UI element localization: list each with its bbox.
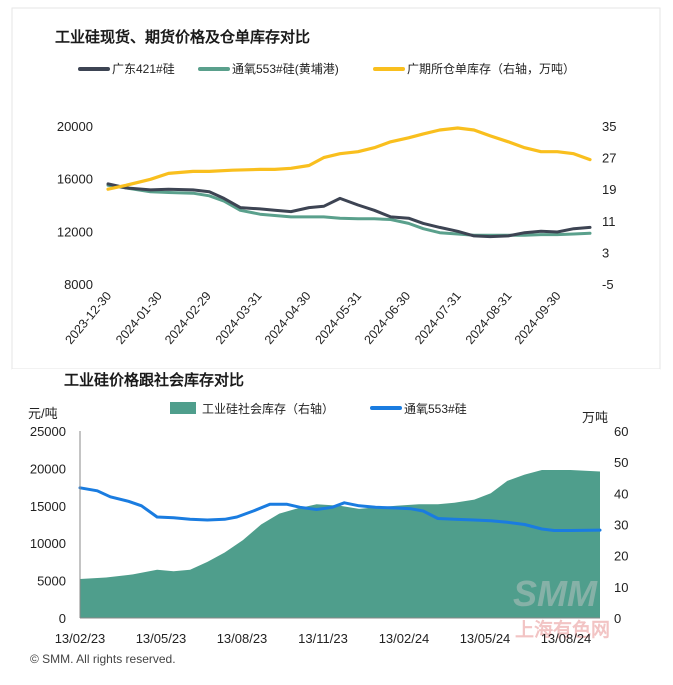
watermark-subtext: 上海有色网 [515,618,610,641]
bottom-y-left-tick-1: 5000 [37,574,66,589]
top-legend: 广东421#硅 通氧553#硅(黄埔港) 广期所仓单库存（右轴，万吨） [78,61,575,76]
bottom-y-left-tick-5: 25000 [30,424,66,439]
bottom-y-right-unit: 万吨 [582,410,608,425]
top-legend-label-1: 通氧553#硅(黄埔港) [232,62,339,76]
bottom-y-left-unit: 元/吨 [28,406,58,421]
footer-copyright: © SMM. All rights reserved. [30,652,176,666]
bottom-x-tick-4: 13/02/24 [379,631,430,646]
bottom-y-right-tick-5: 50 [614,455,628,470]
bottom-y-right-tick-3: 30 [614,518,628,533]
top-y-left-tick-3: 20000 [57,119,93,134]
bottom-y-left-tick-0: 0 [59,611,66,626]
watermark-logo: SMM [513,573,598,614]
top-y-right-tick-2: 11 [602,214,616,229]
bottom-area-series [80,470,600,618]
smm-watermark: SMM 上海有色网 [513,573,610,641]
bottom-x-tick-6: 13/08/24 [541,631,592,646]
bottom-x-tick-5: 13/05/24 [460,631,511,646]
bottom-legend: 工业硅社会库存（右轴） 通氧553#硅 [170,401,467,416]
top-y-left-tick-2: 16000 [57,172,93,187]
bottom-legend-label-0: 工业硅社会库存（右轴） [202,401,334,416]
bottom-x-tick-2: 13/08/23 [217,631,268,646]
bottom-x-tick-1: 13/05/23 [136,631,187,646]
bottom-chart-title: 工业硅价格跟社会库存对比 [64,371,244,389]
bottom-y-right-tick-1: 10 [614,580,628,595]
bottom-y-right-tick-2: 20 [614,549,628,564]
bottom-legend-swatch-0 [170,402,196,414]
top-chart-title: 工业硅现货、期货价格及仓单库存对比 [55,28,310,46]
bottom-y-right-tick-6: 60 [614,424,628,439]
bottom-y-left-tick-4: 20000 [30,461,66,476]
top-y-right-tick-4: 27 [602,151,616,166]
bottom-line-layer [78,486,602,532]
top-series-line-2 [106,126,592,191]
bottom-legend-label-1: 通氧553#硅 [404,402,467,416]
top-plot-area [106,126,592,239]
bottom-y-right-tick-4: 40 [614,486,628,501]
bottom-y-left-tick-2: 10000 [30,536,66,551]
top-y-left-tick-0: 8000 [64,277,93,292]
bottom-y-left-tick-3: 15000 [30,499,66,514]
top-y-axis-right: -5 3 11 19 27 35 [602,119,616,292]
top-y-right-tick-5: 35 [602,119,616,134]
bottom-plot-area [80,470,600,618]
bottom-axes: 0 5000 10000 15000 20000 25000 0 10 20 30 40 50 60 13… [30,424,629,646]
top-legend-label-0: 广东421#硅 [112,62,175,76]
top-y-right-tick-3: 19 [602,182,616,197]
top-series-line-0 [106,182,592,239]
top-y-right-tick-0: -5 [602,277,614,292]
bottom-y-right-tick-0: 0 [614,611,621,626]
top-y-axis-left: 8000 12000 16000 20000 [57,119,93,292]
bottom-x-tick-0: 13/02/23 [55,631,106,646]
bottom-line-series [78,486,602,532]
top-y-left-tick-1: 12000 [57,224,93,239]
top-y-right-tick-1: 3 [602,245,609,260]
bottom-x-tick-3: 13/11/23 [298,631,348,646]
top-legend-label-2: 广期所仓单库存（右轴，万吨） [407,61,575,76]
